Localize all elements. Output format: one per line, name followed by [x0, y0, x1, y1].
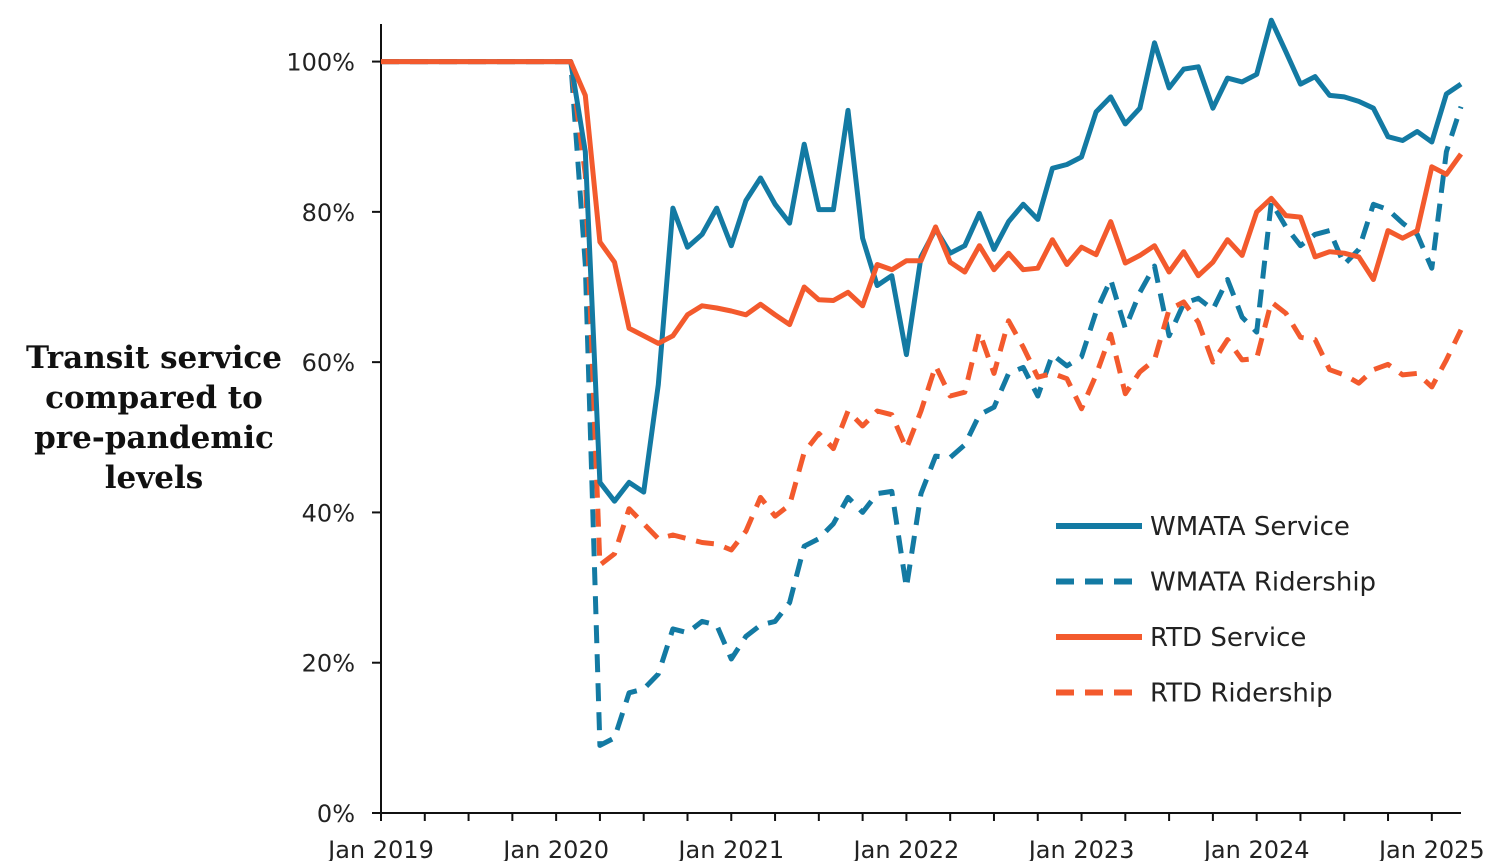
axes: [380, 24, 1461, 814]
x-tick-label: Jan 2021: [676, 836, 784, 861]
legend-item-rtd-ridership: RTD Ridership: [1056, 679, 1333, 709]
y-axis-label-line: levels: [105, 460, 203, 496]
legend-label: WMATA Ridership: [1150, 568, 1376, 598]
series-layer: [381, 17, 1464, 748]
y-tick-label: 60%: [302, 349, 355, 377]
y-tick-label: 100%: [286, 49, 355, 77]
legend-item-wmata-ridership: WMATA Ridership: [1056, 568, 1376, 598]
wmata-service-line: [381, 17, 1463, 504]
y-tick-label: 40%: [302, 499, 355, 527]
legend-item-wmata-service: WMATA Service: [1056, 512, 1350, 542]
y-axis-label-line: compared to: [45, 380, 263, 416]
x-tick-label: Jan 2020: [501, 836, 609, 861]
y-axis-label-line: pre-pandemic: [34, 420, 274, 456]
y-tick-label: 0%: [317, 800, 355, 828]
legend: WMATA Service WMATA Ridership RTD Service R…: [1056, 512, 1376, 709]
legend-label: WMATA Service: [1150, 512, 1350, 542]
legend-label: RTD Ridership: [1150, 679, 1333, 709]
rtd-service-line: [381, 59, 1464, 346]
x-axis-ticks: Jan 2019 Jan 2020 Jan 2021 Jan 2022 Jan 2023…: [326, 813, 1485, 861]
y-axis-label: Transit service compared to pre-pandemic…: [26, 340, 282, 496]
legend-item-rtd-service: RTD Service: [1056, 623, 1306, 653]
y-axis-ticks: 0% 20% 40% 60% 80% 100%: [286, 49, 381, 828]
x-tick-label: Jan 2023: [1027, 836, 1135, 861]
rtd-ridership-line: [381, 59, 1464, 568]
y-axis-label-line: Transit service: [26, 340, 282, 376]
legend-label: RTD Service: [1150, 623, 1306, 653]
x-tick-label: Jan 2022: [852, 836, 960, 861]
x-tick-label: Jan 2019: [326, 836, 434, 861]
wmata-ridership-line: [381, 59, 1464, 748]
y-tick-label: 20%: [302, 650, 355, 678]
x-tick-label: Jan 2025: [1377, 836, 1485, 861]
y-tick-label: 80%: [302, 199, 355, 227]
x-tick-label: Jan 2024: [1202, 836, 1310, 861]
